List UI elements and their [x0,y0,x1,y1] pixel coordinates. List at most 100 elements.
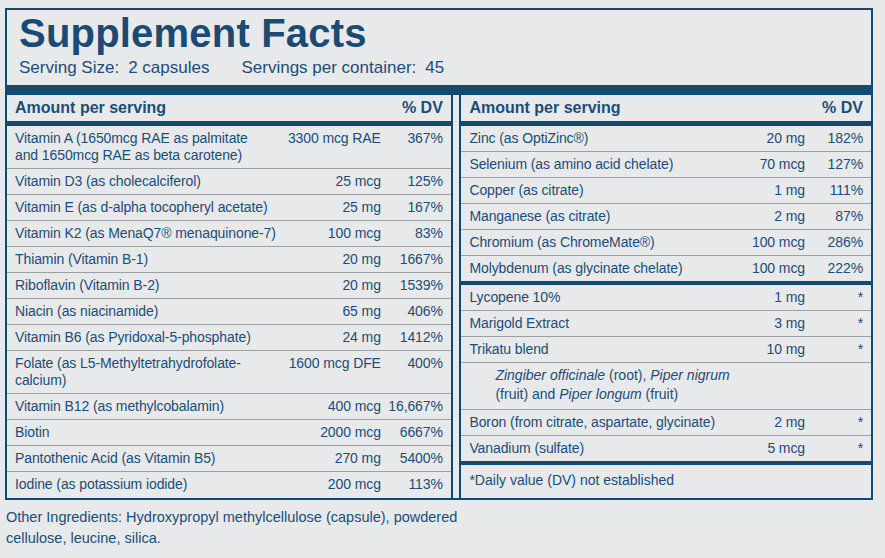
left-header-amount: Amount per serving [15,99,166,117]
table-row: Vitamin B12 (as methylcobalamin) 400 mcg… [7,393,451,419]
nutrient-name: Chromium (as ChromeMate®) [469,234,715,251]
plant-part: (fruit) [642,386,679,402]
right-table-header: Amount per serving % DV [461,95,871,121]
nutrient-amount: 1600 mcg DFE [276,355,381,372]
table-row: Vitamin E (as d-alpha tocopheryl acetate… [7,194,451,220]
nutrient-name: Trikatu blend [469,341,715,358]
nutrient-dv: * [805,289,863,306]
right-header-dv: % DV [822,99,863,117]
nutrient-name: Zinc (as OptiZinc®) [469,130,715,147]
table-row: Riboflavin (Vitamin B-2) 20 mg 1539% [7,272,451,298]
nutrient-name: Pantothenic Acid (as Vitamin B5) [15,450,276,467]
serving-size-label: Serving Size: [19,58,119,78]
nutrient-name: Vitamin E (as d-alpha tocopheryl acetate… [15,199,276,216]
nutrient-name: Thiamin (Vitamin B-1) [15,251,276,268]
nutrient-name-line1: Folate (as L5-Methyltetrahydrofolate- [15,355,276,372]
table-row: Vitamin B6 (as Pyridoxal-5-phosphate) 24… [7,324,451,350]
nutrient-name: Riboflavin (Vitamin B-2) [15,277,276,294]
nutrient-amount: 2 mg [715,208,805,225]
nutrient-name-line2: and 1650mcg RAE as beta carotene) [15,147,276,164]
nutrient-amount: 1 mg [715,182,805,199]
trikatu-ingredients-line1: Zingiber officinale (root), Piper nigrum [495,366,863,385]
nutrient-dv: * [805,341,863,358]
table-row: Vitamin D3 (as cholecalciferol) 25 mcg 1… [7,168,451,194]
table-row: Zinc (as OptiZinc®) 20 mg 182% [461,126,871,151]
nutrient-amount: 65 mg [276,303,381,320]
nutrient-dv: 6667% [381,424,443,441]
nutrient-amount: 5 mcg [715,440,805,457]
nutrient-amount: 400 mcg [276,398,381,415]
nutrient-name: Vitamin B12 (as methylcobalamin) [15,398,276,415]
latin-name: Piper longum [559,386,642,402]
table-row: Iodine (as potassium iodide) 200 mcg 113… [7,471,451,497]
nutrient-name: Folate (as L5-Methyltetrahydrofolate- ca… [15,355,276,389]
nutrient-dv: 111% [805,182,863,199]
column-gap [453,95,460,498]
latin-name: Zingiber officinale [495,367,605,383]
other-ingredients: Other Ingredients: Hydroxypropyl methylc… [6,507,494,549]
nutrient-amount: 2 mg [715,414,805,431]
nutrient-name: Selenium (as amino acid chelate) [469,156,715,173]
nutrient-dv: 222% [805,260,863,277]
trikatu-ingredients: Zingiber officinale (root), Piper nigrum… [461,362,871,409]
table-row: Niacin (as niacinamide) 65 mg 406% [7,298,451,324]
nutrient-name: Molybdenum (as glycinate chelate) [469,260,715,277]
nutrient-dv: 1539% [381,277,443,294]
table-row: Marigold Extract 3 mg * [461,310,871,336]
nutrient-name: Manganese (as citrate) [469,208,715,225]
nutrient-dv: 113% [381,476,443,493]
nutrient-dv: 125% [381,173,443,190]
nutrient-amount: 20 mg [276,277,381,294]
nutrient-amount: 100 mcg [715,260,805,277]
nutrient-name-line1: Vitamin A (1650mcg RAE as palmitate [15,130,276,147]
servings-per-container: Servings per container: 45 [241,58,444,78]
left-header-dv: % DV [402,99,443,117]
nutrient-dv: 1667% [381,251,443,268]
nutrient-amount: 24 mg [276,329,381,346]
nutrient-dv: 286% [805,234,863,251]
nutrient-amount: 25 mg [276,199,381,216]
nutrient-dv: * [805,315,863,332]
nutrient-amount: 2000 mcg [276,424,381,441]
facts-panel: Supplement Facts Serving Size: 2 capsule… [5,8,873,500]
nutrient-amount: 100 mcg [276,225,381,242]
plant-part: (root), [605,367,650,383]
nutrient-name-line2: calcium) [15,372,276,389]
nutrient-dv: 87% [805,208,863,225]
table-row: Selenium (as amino acid chelate) 70 mcg … [461,151,871,177]
nutrient-amount: 1 mg [715,289,805,306]
nutrient-amount: 20 mg [276,251,381,268]
nutrient-name: Vanadium (sulfate) [469,440,715,457]
nutrient-name: Vitamin D3 (as cholecalciferol) [15,173,276,190]
nutrient-dv: * [805,414,863,431]
serving-size-value: 2 capsules [128,58,209,78]
dv-footnote: *Daily value (DV) not established [461,461,871,495]
trikatu-ingredients-line2: (fruit) and Piper longum (fruit) [495,385,863,404]
supplement-facts-label: Supplement Facts Serving Size: 2 capsule… [0,0,885,558]
table-row: Vitamin K2 (as MenaQ7® menaquinone-7) 10… [7,220,451,246]
facts-columns: Amount per serving % DV Vitamin A (1650m… [7,95,871,498]
nutrient-dv: 83% [381,225,443,242]
table-row: Vitamin A (1650mcg RAE as palmitate and … [7,126,451,168]
nutrient-dv: 400% [381,355,443,372]
plant-part: (fruit) and [495,386,559,402]
table-row: Manganese (as citrate) 2 mg 87% [461,203,871,229]
nutrient-name: Copper (as citrate) [469,182,715,199]
nutrient-dv: 167% [381,199,443,216]
divider-bar-top [7,85,871,95]
nutrient-amount: 10 mg [715,341,805,358]
nutrient-dv: 16,667% [381,398,443,415]
table-row: Chromium (as ChromeMate®) 100 mcg 286% [461,229,871,255]
table-row: Pantothenic Acid (as Vitamin B5) 270 mg … [7,445,451,471]
nutrient-amount: 100 mcg [715,234,805,251]
table-row: Lycopene 10% 1 mg * [461,281,871,310]
table-row: Vanadium (sulfate) 5 mcg * [461,435,871,461]
nutrient-amount: 270 mg [276,450,381,467]
serving-size: Serving Size: 2 capsules [19,58,209,78]
nutrient-dv: * [805,440,863,457]
servings-per-container-label: Servings per container: [241,58,416,78]
nutrient-amount: 25 mcg [276,173,381,190]
left-table-header: Amount per serving % DV [7,95,451,121]
nutrient-dv: 5400% [381,450,443,467]
nutrient-name: Boron (from citrate, aspartate, glycinat… [469,414,715,431]
